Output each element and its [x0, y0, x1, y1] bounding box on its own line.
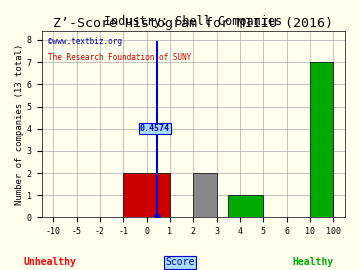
- Text: 0.4574: 0.4574: [140, 124, 170, 133]
- Title: Z’-Score Histogram for MIIIU (2016): Z’-Score Histogram for MIIIU (2016): [53, 17, 333, 30]
- Bar: [193, 173, 217, 217]
- Bar: [228, 195, 263, 217]
- Text: The Research Foundation of SUNY: The Research Foundation of SUNY: [48, 53, 191, 62]
- Y-axis label: Number of companies (13 total): Number of companies (13 total): [15, 44, 24, 205]
- Text: Unhealthy: Unhealthy: [24, 257, 77, 267]
- Bar: [310, 62, 333, 217]
- Bar: [123, 173, 170, 217]
- Text: Score: Score: [165, 257, 195, 267]
- Text: Healthy: Healthy: [293, 257, 334, 267]
- Text: Industry: Shell Companies: Industry: Shell Companies: [104, 15, 282, 28]
- Text: ©www.textbiz.org: ©www.textbiz.org: [48, 37, 122, 46]
